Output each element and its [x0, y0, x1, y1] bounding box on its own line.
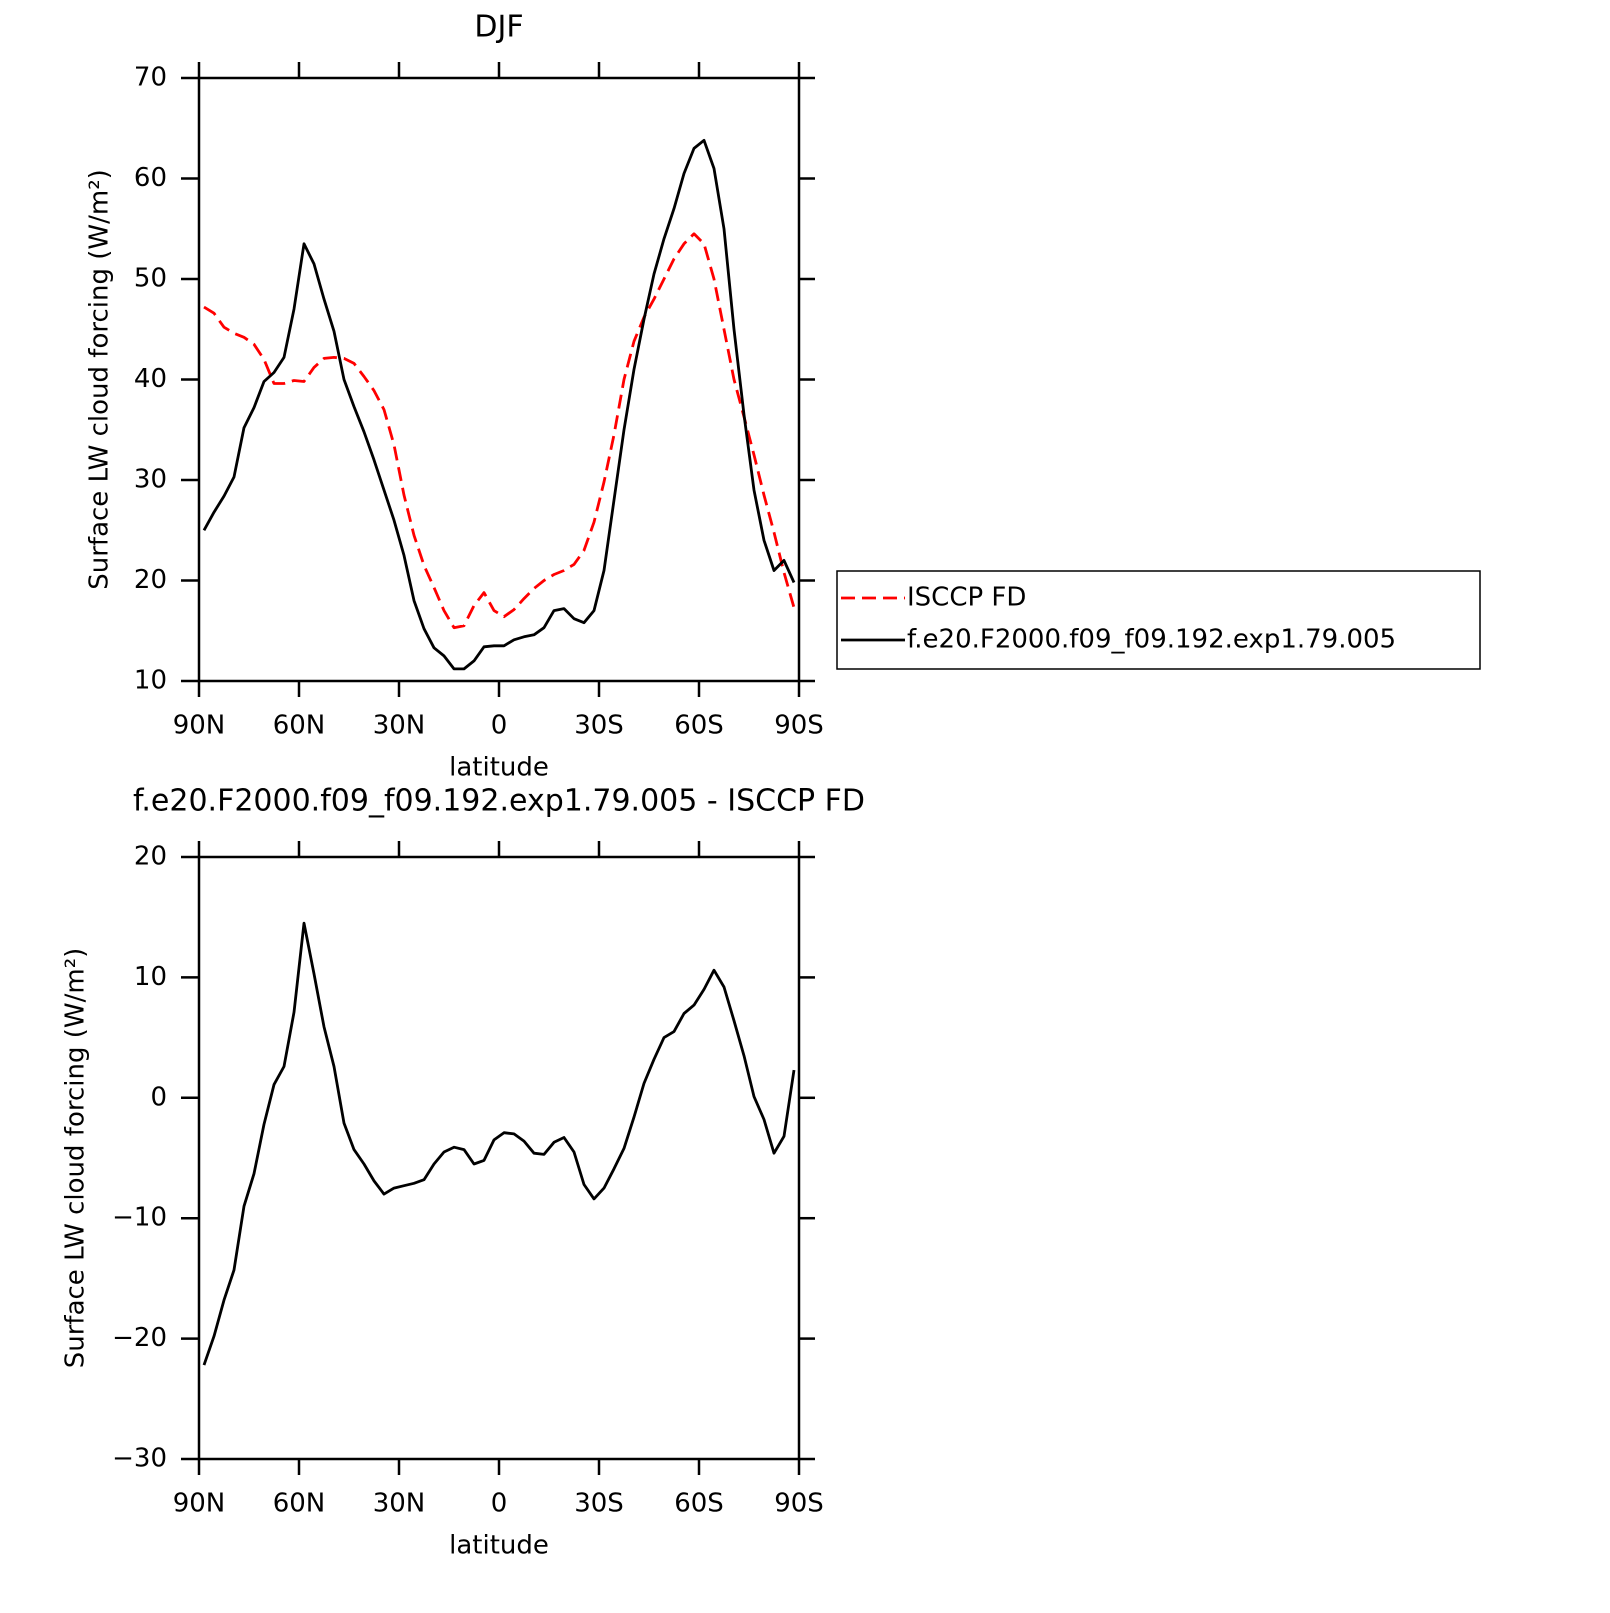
x-tick-label: 90S — [774, 711, 824, 741]
x-tick-label: 60S — [674, 1489, 724, 1519]
y-tick-label: 50 — [134, 264, 167, 294]
y-tick-label: 10 — [134, 666, 167, 696]
x-tick-label: 90S — [774, 1489, 824, 1519]
data-line — [202, 921, 796, 1366]
chart-title: DJF — [474, 10, 523, 45]
y-tick-label: 20 — [134, 842, 167, 872]
x-tick-label: 30S — [574, 1489, 624, 1519]
y-tick-label: 0 — [150, 1082, 167, 1112]
plot-frame — [197, 76, 801, 683]
y-tick-label: 10 — [134, 962, 167, 992]
chart-title: f.e20.F2000.f09_f09.192.exp1.79.005 - IS… — [133, 784, 865, 819]
legend-label: f.e20.F2000.f09_f09.192.exp1.79.005 — [907, 625, 1396, 655]
y-tick-label: 70 — [134, 63, 167, 93]
data-line — [203, 232, 796, 630]
data-line — [202, 138, 796, 671]
x-tick-label: 30N — [373, 711, 426, 741]
y-tick-label: 60 — [134, 163, 167, 193]
x-axis-label: latitude — [449, 1531, 549, 1561]
panel: DJF latitude Surface LW cloud forcing (W/m… — [85, 10, 1481, 783]
x-tick-label: 30N — [373, 1489, 426, 1519]
x-tick-label: 0 — [491, 711, 508, 741]
plot-frame — [197, 855, 801, 1461]
legend-box — [836, 570, 1481, 670]
y-tick-label: 40 — [134, 364, 167, 394]
y-axis-label: Surface LW cloud forcing (W/m²) — [61, 948, 91, 1369]
y-axis-label: Surface LW cloud forcing (W/m²) — [85, 169, 115, 590]
panel: f.e20.F2000.f09_f09.192.exp1.79.005 - IS… — [61, 784, 866, 1561]
x-tick-label: 90N — [173, 1489, 226, 1519]
legend-label: ISCCP FD — [907, 583, 1026, 613]
x-tick-label: 30S — [574, 711, 624, 741]
x-tick-label: 60S — [674, 711, 724, 741]
x-tick-label: 60N — [273, 711, 326, 741]
y-tick-label: −10 — [112, 1203, 167, 1233]
y-tick-label: 30 — [134, 465, 167, 495]
y-tick-label: −20 — [112, 1323, 167, 1353]
x-tick-label: 90N — [173, 711, 226, 741]
y-tick-label: −30 — [112, 1444, 167, 1474]
x-tick-label: 0 — [491, 1489, 508, 1519]
y-tick-label: 20 — [134, 565, 167, 595]
x-axis-label: latitude — [449, 753, 549, 783]
x-tick-label: 60N — [273, 1489, 326, 1519]
